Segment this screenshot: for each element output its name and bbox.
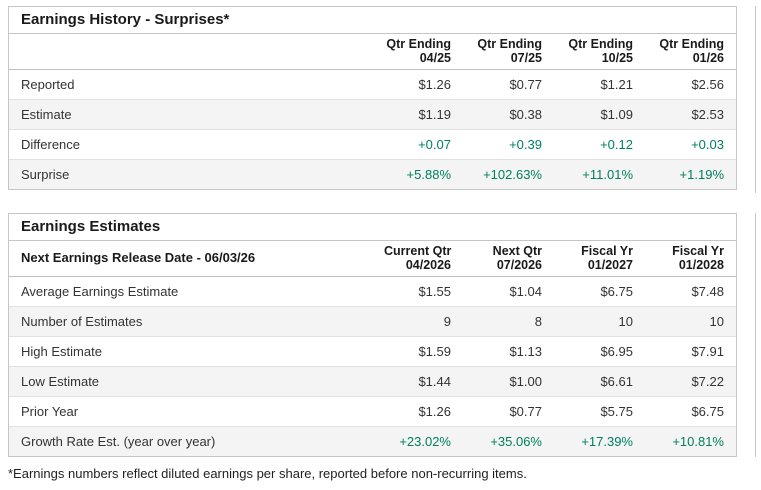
column-header-qtr-0725: Qtr Ending 07/25 [463, 34, 554, 70]
earnings-estimates-header-row: Next Earnings Release Date - 06/03/26 Cu… [9, 241, 736, 277]
column-header-current-qtr: Current Qtr 04/2026 [372, 241, 463, 277]
cropped-adjacent-panel-edge-bottom [755, 213, 761, 457]
table-row-surprise: Surprise +5.88% +102.63% +11.01% +1.19% [9, 159, 736, 189]
column-header-qtr-0126: Qtr Ending 01/26 [645, 34, 736, 70]
earnings-footnote: *Earnings numbers reflect diluted earnin… [8, 466, 527, 481]
next-earnings-release-date: Next Earnings Release Date - 06/03/26 [9, 241, 372, 277]
table-row-estimate: Estimate $1.19 $0.38 $1.09 $2.53 [9, 99, 736, 130]
column-header-qtr-0425: Qtr Ending 04/25 [372, 34, 463, 70]
table-row-average-earnings-estimate: Average Earnings Estimate $1.55 $1.04 $6… [21, 284, 724, 299]
earnings-history-table: Qtr Ending 04/25 Qtr Ending 07/25 Qtr En… [9, 34, 736, 189]
table-row-prior-year: Prior Year $1.26 $0.77 $5.75 $6.75 [9, 396, 736, 427]
table-row-low-estimate: Low Estimate $1.44 $1.00 $6.61 $7.22 [9, 366, 736, 397]
column-header-fiscal-yr-2028: Fiscal Yr 01/2028 [645, 241, 736, 277]
column-header-next-qtr: Next Qtr 07/2026 [463, 241, 554, 277]
column-header-fiscal-yr-2027: Fiscal Yr 01/2027 [554, 241, 645, 277]
table-row-reported: Reported $1.26 $0.77 $1.21 $2.56 [21, 77, 724, 92]
earnings-estimates-table: Next Earnings Release Date - 06/03/26 Cu… [9, 241, 736, 456]
earnings-estimates-title: Earnings Estimates [9, 214, 736, 241]
earnings-history-header-empty [9, 34, 372, 70]
earnings-history-surprises-panel: Earnings History - Surprises* Qtr Ending… [8, 6, 737, 190]
table-row-growth-rate-est: Growth Rate Est. (year over year) +23.02… [9, 426, 736, 456]
table-row-difference: Difference +0.07 +0.39 +0.12 +0.03 [9, 129, 736, 160]
column-header-qtr-1025: Qtr Ending 10/25 [554, 34, 645, 70]
earnings-history-title: Earnings History - Surprises* [9, 7, 736, 34]
cropped-adjacent-panel-edge-top [755, 6, 761, 193]
earnings-estimates-panel: Earnings Estimates Next Earnings Release… [8, 213, 737, 457]
table-row-high-estimate: High Estimate $1.59 $1.13 $6.95 $7.91 [9, 336, 736, 367]
earnings-history-header-row: Qtr Ending 04/25 Qtr Ending 07/25 Qtr En… [9, 34, 736, 70]
table-row-number-of-estimates: Number of Estimates 9 8 10 10 [9, 306, 736, 337]
